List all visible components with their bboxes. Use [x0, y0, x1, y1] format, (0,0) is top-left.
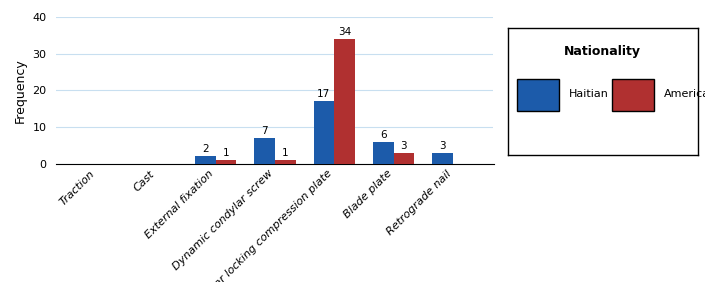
Text: 3: 3	[400, 141, 407, 151]
Bar	[255, 138, 275, 164]
Bar	[432, 153, 453, 164]
Bar	[216, 160, 236, 164]
FancyBboxPatch shape	[612, 79, 654, 111]
FancyBboxPatch shape	[517, 79, 559, 111]
Bar	[334, 39, 355, 164]
Bar	[314, 101, 334, 164]
Text: 2: 2	[202, 144, 209, 155]
Text: 1: 1	[223, 148, 229, 158]
Text: 17: 17	[317, 89, 331, 100]
Text: 7: 7	[262, 126, 268, 136]
Bar	[373, 142, 393, 164]
Text: 34: 34	[338, 27, 351, 37]
Text: 6: 6	[380, 130, 386, 140]
Text: 1: 1	[282, 148, 288, 158]
Bar	[195, 156, 216, 164]
Bar	[275, 160, 295, 164]
Text: American: American	[663, 89, 705, 99]
Text: Haitian: Haitian	[568, 89, 608, 99]
Bar	[393, 153, 415, 164]
Text: 3: 3	[439, 141, 446, 151]
Text: Nationality: Nationality	[564, 45, 642, 58]
Y-axis label: Frequency: Frequency	[14, 58, 27, 123]
